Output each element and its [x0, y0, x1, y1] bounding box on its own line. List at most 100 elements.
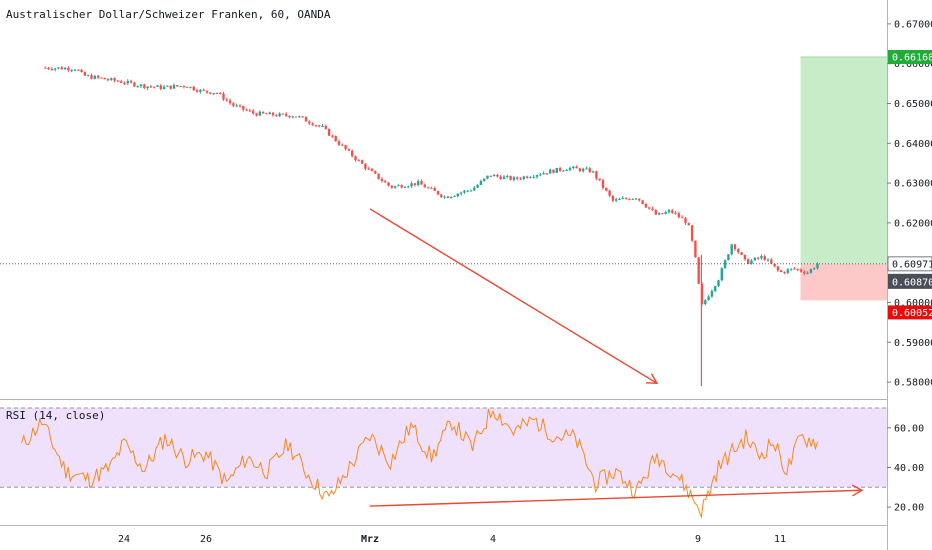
- candle-body: [258, 111, 261, 116]
- candle-body: [327, 128, 331, 136]
- candle-body: [162, 86, 166, 89]
- candle-body: [786, 269, 789, 273]
- candle-body: [483, 178, 486, 181]
- time-tick-label: 24: [118, 534, 130, 545]
- candle-body: [337, 141, 341, 145]
- candle-body: [542, 173, 545, 175]
- price-tick-label: 0.63000: [894, 179, 932, 190]
- candle-body: [558, 167, 562, 171]
- candle-body: [304, 117, 308, 122]
- candle-body: [624, 198, 628, 200]
- candle-body: [773, 263, 776, 267]
- candle-body: [166, 85, 169, 87]
- candle-body: [116, 80, 120, 82]
- candle-body: [671, 210, 674, 213]
- price-tick-label: 0.64000: [894, 139, 932, 150]
- candle-body: [674, 212, 677, 214]
- candle-body: [410, 183, 413, 187]
- candle-body: [605, 187, 608, 191]
- candle-body: [139, 84, 143, 87]
- candle-body: [760, 256, 763, 259]
- time-tick-label: 4: [490, 534, 496, 545]
- candle-body: [813, 268, 816, 270]
- candle-body: [136, 86, 139, 88]
- candle-body: [67, 67, 70, 71]
- candle-body: [186, 86, 189, 88]
- candle-body: [143, 84, 146, 89]
- candle-body: [334, 136, 337, 142]
- rsi-title: RSI (14, close): [6, 409, 105, 422]
- candle-body: [149, 86, 153, 88]
- time-tick-label: 26: [200, 534, 212, 545]
- candle-body: [235, 105, 238, 107]
- candle-body: [720, 268, 723, 281]
- candle-body: [578, 168, 582, 172]
- target-price-tag-bg: [888, 49, 932, 64]
- candle-body: [50, 68, 54, 70]
- candle-body: [743, 254, 747, 260]
- candle-body: [400, 185, 403, 188]
- bid-price-tag-bg: [888, 274, 932, 289]
- candle-body: [443, 196, 446, 198]
- candle-body: [684, 218, 687, 224]
- stop-price-tag-bg: [888, 305, 932, 320]
- candle-body: [707, 296, 710, 301]
- candle-body: [90, 75, 93, 79]
- candle-body: [189, 86, 192, 88]
- candle-body: [275, 115, 278, 117]
- candle-body: [255, 113, 258, 116]
- candle-body: [456, 193, 459, 196]
- candle-body: [54, 68, 57, 70]
- candle-body: [113, 78, 116, 81]
- candle-body: [776, 266, 780, 271]
- candle-body: [413, 183, 417, 185]
- candle-body: [796, 268, 799, 270]
- candle-body: [63, 67, 67, 70]
- candle-body: [93, 75, 96, 79]
- candle-body: [634, 198, 638, 200]
- candle-body: [466, 190, 469, 192]
- candle-body: [390, 185, 393, 188]
- candle-body: [110, 78, 113, 80]
- candle-body: [486, 175, 489, 179]
- candle-body: [169, 85, 172, 89]
- candle-body: [430, 187, 433, 189]
- candle-body: [100, 77, 103, 79]
- candle-body: [489, 175, 492, 177]
- candle-body: [156, 85, 159, 87]
- candle-body: [611, 195, 615, 201]
- candle-body: [618, 199, 621, 201]
- candle-body: [763, 256, 766, 261]
- candle-body: [740, 252, 743, 255]
- candle-body: [766, 259, 770, 261]
- candle-body: [159, 85, 162, 89]
- candle-body: [278, 113, 281, 117]
- candle-body: [225, 99, 228, 101]
- candle-body: [473, 187, 476, 191]
- candle-body: [176, 85, 179, 87]
- candle-body: [192, 86, 195, 91]
- candle-body: [83, 72, 87, 76]
- candle-body: [568, 167, 572, 171]
- candle-body: [423, 184, 426, 188]
- candle-body: [783, 271, 786, 273]
- candle-body: [756, 257, 760, 259]
- candle-body: [374, 171, 377, 174]
- candle-body: [753, 257, 756, 261]
- candle-body: [789, 268, 793, 270]
- candle-body: [555, 167, 558, 173]
- candle-body: [476, 184, 479, 188]
- candle-body: [595, 171, 598, 179]
- candle-body: [644, 203, 648, 208]
- candle-body: [182, 86, 186, 88]
- candle-body: [301, 116, 304, 118]
- candle-body: [450, 196, 453, 199]
- candle-body: [664, 212, 667, 214]
- candle-body: [727, 254, 730, 261]
- candle-body: [463, 190, 466, 193]
- candle-body: [321, 125, 324, 127]
- candle-body: [351, 150, 354, 157]
- candle-body: [588, 168, 591, 173]
- candle-body: [529, 177, 532, 179]
